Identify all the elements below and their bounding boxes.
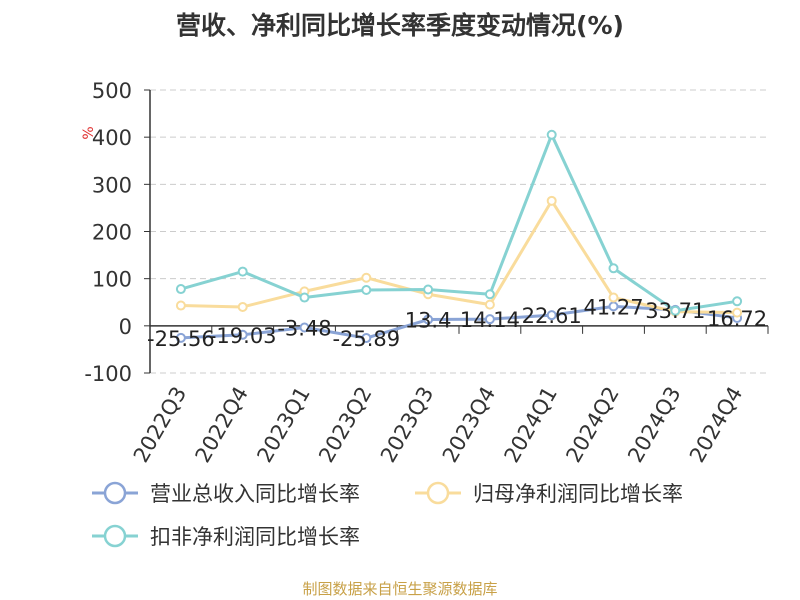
axes [144, 89, 769, 374]
legend-item: 营业总收入同比增长率 [92, 481, 360, 506]
data-source-note: 制图数据来自恒生聚源数据库 [302, 580, 498, 598]
data-label: 16.72 [707, 307, 767, 331]
data-point [423, 314, 434, 325]
data-point [237, 266, 248, 277]
x-tick-label: 2023Q3 [376, 382, 438, 466]
data-point [608, 263, 619, 274]
x-tick-label: 2023Q1 [252, 383, 314, 467]
x-tick-label: 2024Q4 [685, 383, 747, 467]
legend-label: 归母净利润同比增长率 [473, 482, 683, 506]
legend-label: 营业总收入同比增长率 [150, 482, 360, 506]
y-tick-label: 300 [92, 173, 132, 197]
y-tick-label: 100 [92, 268, 132, 292]
data-point [175, 284, 186, 295]
data-point [546, 129, 557, 140]
y-tick-label: 400 [92, 126, 132, 150]
y-tick-label: 500 [92, 79, 132, 103]
data-point [299, 322, 310, 333]
data-point [484, 289, 495, 300]
data-point [546, 195, 557, 206]
data-label: -25.56 [147, 327, 215, 351]
data-point [608, 292, 619, 303]
data-point [546, 310, 557, 321]
data-point [484, 299, 495, 310]
data-point [237, 301, 248, 312]
data-label: -25.89 [332, 327, 400, 351]
data-point [670, 305, 681, 316]
data-point [361, 284, 372, 295]
data-point [361, 272, 372, 283]
legend-item: 归母净利润同比增长率 [415, 481, 683, 506]
series-line [180, 133, 738, 313]
data-label: -3.48 [277, 316, 331, 340]
x-tick-label: 2024Q1 [500, 383, 562, 467]
legend-swatch-marker [103, 524, 127, 548]
data-label: 41.27 [583, 295, 643, 319]
data-point [732, 296, 743, 307]
data-point [423, 284, 434, 295]
data-label: 22.61 [522, 304, 582, 328]
series-points [175, 129, 743, 344]
series-line [180, 304, 738, 340]
data-point [175, 300, 186, 311]
x-tick-labels: 2022Q3 2022Q4 2023Q1 2023Q2 2023Q3 2023Q4 2024… [129, 382, 748, 466]
data-point [484, 314, 495, 325]
y-tick-label: 200 [92, 221, 132, 245]
data-point [299, 292, 310, 303]
x-tick-label: 2023Q2 [314, 383, 376, 467]
series-line [180, 199, 738, 315]
x-tick-label: 2022Q4 [191, 383, 253, 467]
series-lines [180, 133, 738, 340]
data-label: 14.14 [460, 308, 520, 332]
chart-title: 营收、净利同比增长率季度变动情况(%) [176, 11, 624, 40]
x-tick-label: 2022Q3 [129, 383, 191, 467]
data-label: 13.4 [405, 309, 452, 333]
data-label: 33.71 [645, 299, 705, 323]
legend-item: 扣非净利润同比增长率 [92, 524, 360, 549]
legend-label: 扣非净利润同比增长率 [150, 525, 360, 549]
data-point [361, 333, 372, 344]
legend-swatch-marker [103, 481, 127, 505]
data-label: -19.03 [209, 324, 277, 348]
x-tick-label: 2024Q3 [623, 383, 685, 467]
grid-lines [150, 89, 768, 374]
y-tick-label: 0 [119, 315, 132, 339]
data-point [175, 332, 186, 343]
data-point [237, 329, 248, 340]
y-axis-unit-label: % [81, 126, 97, 139]
x-tick-label: 2023Q4 [438, 383, 500, 467]
x-tick-label: 2024Q2 [561, 383, 623, 467]
data-point [732, 307, 743, 318]
y-tick-label: -100 [84, 362, 132, 386]
y-tick-labels: 500 400 300 200 100 0 -100% [81, 79, 132, 386]
legend-swatch-marker [426, 481, 450, 505]
